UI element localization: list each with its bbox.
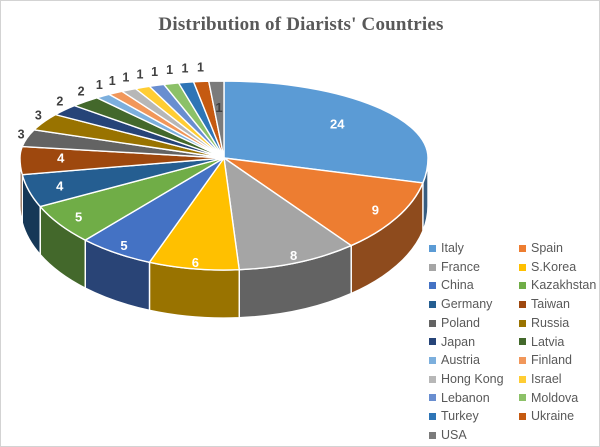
legend-label: Ukraine (531, 409, 575, 424)
legend-swatch-icon (429, 244, 436, 252)
legend-item-latvia[interactable]: Latvia (519, 336, 596, 349)
data-label-japan: 2 (56, 94, 63, 108)
legend-swatch-icon (519, 394, 526, 402)
pie-slice-taiwan[interactable] (19, 145, 225, 176)
legend-swatch-icon (519, 282, 526, 290)
legend-item-turkey[interactable]: Turkey (429, 410, 519, 423)
legend: Italy Spain France S.Korea China Kazakhstan Ge… (429, 239, 596, 445)
legend-swatch-icon (429, 413, 436, 421)
legend-item-finland[interactable]: Finland (519, 354, 596, 367)
legend-item-germany[interactable]: Germany (429, 298, 519, 311)
legend-label: China (441, 278, 474, 293)
pie-top-faces (19, 80, 429, 271)
legend-label: Taiwan (531, 297, 570, 312)
legend-label: Latvia (531, 334, 565, 349)
data-label-turkey: 1 (181, 62, 188, 76)
legend-swatch-icon (429, 375, 436, 383)
legend-item-usa[interactable]: USA (429, 429, 519, 442)
legend-label: Turkey (441, 409, 479, 424)
legend-item-spain[interactable]: Spain (519, 242, 596, 255)
legend-item-poland[interactable]: Poland (429, 317, 519, 330)
data-label-italy: 24 (330, 116, 345, 131)
legend-label: Spain (531, 241, 563, 256)
legend-item-moldova[interactable]: Moldova (519, 392, 596, 405)
data-label-moldova: 1 (166, 63, 173, 77)
data-label-lebanon: 1 (151, 65, 158, 79)
data-label-russia: 3 (35, 108, 42, 122)
legend-swatch-icon (429, 431, 436, 439)
legend-label: France (441, 259, 480, 274)
legend-swatch-icon (429, 319, 436, 327)
legend-swatch-icon (519, 375, 526, 383)
legend-swatch-icon (429, 282, 436, 290)
legend-item-taiwan[interactable]: Taiwan (519, 298, 596, 311)
data-label-france: 8 (290, 248, 297, 263)
chart-title: Distribution of Diarists' Countries (158, 14, 444, 35)
data-label-latvia: 2 (78, 84, 85, 98)
legend-label: S.Korea (531, 259, 577, 274)
pie-slice-spain[interactable] (223, 157, 424, 247)
data-label-israel: 1 (137, 68, 144, 82)
legend-label: Finland (531, 353, 572, 368)
data-label-taiwan: 4 (57, 151, 65, 166)
data-label-china: 5 (120, 238, 127, 253)
legend-item-s-korea[interactable]: S.Korea (519, 261, 596, 274)
legend-item-france[interactable]: France (429, 261, 519, 274)
legend-label: Hong Kong (441, 371, 504, 386)
legend-label: USA (441, 427, 467, 442)
legend-swatch-icon (429, 300, 436, 308)
legend-swatch-icon (429, 263, 436, 271)
legend-swatch-icon (519, 263, 526, 271)
legend-item-ukraine[interactable]: Ukraine (519, 410, 596, 423)
legend-swatch-icon (429, 338, 436, 346)
legend-label: Russia (531, 315, 570, 330)
legend-item-austria[interactable]: Austria (429, 354, 519, 367)
data-label-hong-kong: 1 (122, 71, 129, 85)
legend-label: Moldova (531, 390, 579, 405)
legend-swatch-icon (429, 356, 436, 364)
legend-label: Israel (531, 371, 562, 386)
legend-swatch-icon (519, 319, 526, 327)
legend-label: Lebanon (441, 390, 490, 405)
pie-slice-usa[interactable] (208, 80, 225, 159)
legend-label: Germany (441, 297, 493, 312)
legend-item-china[interactable]: China (429, 279, 519, 292)
legend-item-israel[interactable]: Israel (519, 373, 596, 386)
legend-label: Austria (441, 353, 480, 368)
legend-item-italy[interactable]: Italy (429, 242, 519, 255)
legend-label: Poland (441, 315, 480, 330)
legend-swatch-icon (519, 356, 526, 364)
data-label-spain: 9 (372, 203, 379, 218)
data-label-usa: 1 (215, 100, 222, 115)
data-label-s-korea: 6 (192, 255, 199, 270)
data-label-finland: 1 (109, 74, 116, 88)
legend-swatch-icon (519, 300, 526, 308)
legend-item-russia[interactable]: Russia (519, 317, 596, 330)
pie-slice-france[interactable] (223, 157, 352, 271)
legend-label: Japan (441, 334, 476, 349)
legend-item-hong-kong[interactable]: Hong Kong (429, 373, 519, 386)
data-label-kazakhstan: 5 (75, 209, 82, 224)
legend-item-lebanon[interactable]: Lebanon (429, 392, 519, 405)
legend-swatch-icon (519, 413, 526, 421)
data-label-austria: 1 (96, 78, 103, 92)
legend-item-kazakhstan[interactable]: Kazakhstan (519, 279, 596, 292)
pie-slice-italy[interactable] (223, 80, 429, 184)
legend-item-japan[interactable]: Japan (429, 336, 519, 349)
legend-swatch-icon (429, 394, 436, 402)
legend-swatch-icon (519, 244, 526, 252)
data-label-ukraine: 1 (197, 61, 204, 75)
legend-swatch-icon (519, 338, 526, 346)
legend-label: Kazakhstan (531, 278, 597, 293)
legend-label: Italy (441, 241, 464, 256)
data-label-germany: 4 (56, 178, 64, 193)
data-label-poland: 3 (18, 127, 25, 141)
